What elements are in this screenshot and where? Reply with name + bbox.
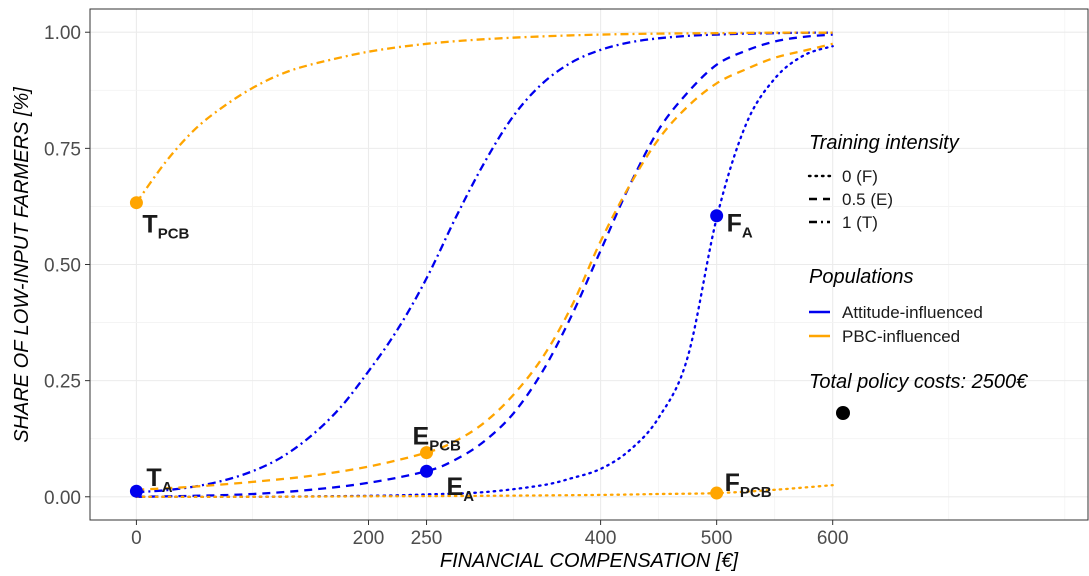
series-layer — [135, 31, 834, 498]
legend-label-training-0: 0 (F) — [842, 167, 878, 186]
x-tick-label: 600 — [817, 528, 849, 549]
x-tick-label: 500 — [701, 528, 733, 549]
point-e-pcb — [420, 446, 434, 460]
legend-label-training-1: 0.5 (E) — [842, 190, 893, 209]
series-line-attitude-dashed — [136, 33, 833, 498]
legend: Training intensity 0 (F) 0.5 (E) 1 (T) P… — [807, 132, 1028, 420]
series-line-attitude-dotdash — [136, 31, 833, 494]
cost-legend-dot — [836, 406, 850, 420]
legend-title-populations: Populations — [809, 266, 914, 288]
legend-label-pbc: PBC-influenced — [842, 327, 960, 346]
series-line-pbc-dashed — [136, 42, 833, 491]
x-tick-label: 0 — [131, 528, 142, 549]
legend-title-training: Training intensity — [809, 132, 960, 154]
point-e-a — [420, 464, 434, 478]
label-e-a: EA — [447, 473, 475, 505]
y-tick-label: 0.00 — [44, 488, 81, 509]
point-t-pcb — [129, 196, 143, 210]
point-t-a — [129, 484, 143, 498]
x-tick-label: 250 — [411, 528, 443, 549]
y-axis: 0.00 0.25 0.50 0.75 1.00 — [44, 23, 90, 509]
points-layer — [129, 196, 724, 500]
label-f-a: FA — [727, 210, 753, 242]
y-tick-label: 1.00 — [44, 23, 81, 44]
x-axis: 0 200 250 400 500 600 — [131, 520, 849, 549]
label-t-pcb: TPCB — [142, 211, 189, 243]
y-tick-label: 0.50 — [44, 256, 81, 277]
label-e-pcb: EPCB — [413, 423, 462, 455]
legend-label-training-2: 1 (T) — [842, 213, 878, 232]
y-tick-label: 0.75 — [44, 139, 81, 160]
x-tick-label: 200 — [353, 528, 385, 549]
point-f-pcb — [710, 486, 724, 500]
legend-label-attitude: Attitude-influenced — [842, 303, 983, 322]
label-f-pcb: FPCB — [725, 469, 772, 501]
grid — [90, 9, 1088, 520]
annot-layer: TPCB TA EPCB EA FA FPCB — [142, 210, 772, 505]
y-axis-title: SHARE OF LOW-INPUT FARMERS [%] — [11, 87, 33, 443]
cost-legend-label: Total policy costs: 2500€ — [809, 371, 1028, 393]
label-t-a: TA — [146, 464, 172, 496]
series-line-pbc-dotdash — [135, 31, 833, 204]
x-tick-label: 400 — [585, 528, 617, 549]
series-line-pbc-dotted — [135, 484, 834, 498]
x-axis-title: FINANCIAL COMPENSATION [€] — [440, 550, 739, 572]
y-tick-label: 0.25 — [44, 372, 81, 393]
series-line-attitude-dotted — [135, 45, 834, 498]
point-f-a — [710, 209, 724, 223]
